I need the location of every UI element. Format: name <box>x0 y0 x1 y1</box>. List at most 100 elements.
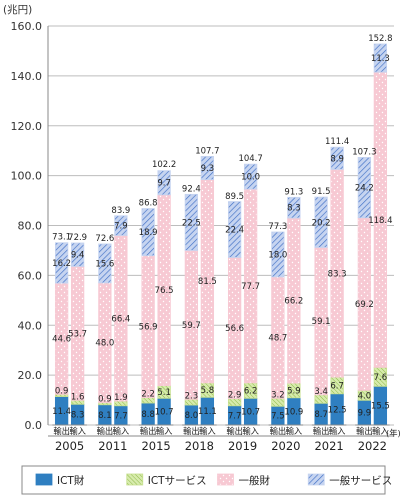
bar-kind-label: 輸入 <box>69 426 86 436</box>
bar-segment <box>287 196 301 219</box>
segment-value-label: 6.2 <box>244 387 258 397</box>
bar-kind-label: 輸入 <box>286 426 303 436</box>
category-label: 2015 <box>141 439 170 453</box>
bar-segment <box>314 196 328 248</box>
bar-kind-label: 輸入 <box>199 426 216 436</box>
segment-value-label: 2.9 <box>228 391 242 401</box>
legend-swatch <box>307 473 325 486</box>
bar-segment <box>271 231 285 278</box>
bar-segment <box>227 201 242 258</box>
segment-value-label: 10.0 <box>241 173 260 183</box>
labels-group: 11.4 0.9 44.6 16.2 73.1 8.3 1.6 53.7 9.4 72.9 8.1 0… <box>52 34 392 422</box>
segment-value-label: 1.6 <box>71 392 85 402</box>
segment-value-label: 66.2 <box>284 297 303 307</box>
bar-segment <box>114 215 128 236</box>
y-tick-label: 160.0 <box>11 20 43 33</box>
bar-total-label: 89.5 <box>225 192 244 202</box>
legend-swatch <box>35 473 53 486</box>
segment-value-label: 9.7 <box>157 179 171 189</box>
bar-segment <box>70 242 85 267</box>
bar-kind-label: 輸出 <box>97 426 114 436</box>
bar-segment <box>184 193 199 251</box>
segment-value-label: 3.4 <box>314 387 328 397</box>
category-label: 2005 <box>55 439 84 453</box>
category-label: 2020 <box>271 439 300 453</box>
bar-kind-label: 輸入 <box>329 426 346 436</box>
segment-value-label: 5.8 <box>201 386 215 396</box>
segment-value-label: 5.1 <box>157 388 171 398</box>
legend-swatch <box>126 473 144 486</box>
segment-value-label: 7.7 <box>114 411 128 421</box>
segment-value-label: 8.0 <box>185 411 199 421</box>
segment-value-label: 16.2 <box>52 259 71 269</box>
y-tick-label: 100.0 <box>11 170 43 183</box>
segment-value-label: 69.2 <box>355 300 374 310</box>
segment-value-label: 22.4 <box>225 225 244 235</box>
segment-value-label: 8.3 <box>71 411 85 421</box>
segment-value-label: 6.7 <box>330 381 344 391</box>
category-label: 2022 <box>358 439 387 453</box>
bar-kind-label: 輸入 <box>113 426 130 436</box>
bar-kind-label: 輸出 <box>140 426 157 436</box>
unit-label: (兆円) <box>3 4 32 16</box>
segment-value-label: 81.5 <box>198 277 217 287</box>
segment-value-label: 4.0 <box>358 391 372 401</box>
bar-total-label: 86.8 <box>139 199 158 209</box>
segment-value-label: 10.7 <box>241 408 260 418</box>
y-tick-label: 0.0 <box>25 419 43 432</box>
bar-total-label: 152.8 <box>368 34 392 44</box>
y-axis: 0.0 20.0 40.0 60.0 80.0 100.0 120.0 140.0 160.0 <box>11 20 49 432</box>
y-tick-label: 120.0 <box>11 120 43 133</box>
segment-value-label: 2.3 <box>185 391 199 401</box>
segment-value-label: 44.6 <box>52 335 71 345</box>
bar-total-label: 111.4 <box>325 137 349 147</box>
segment-value-label: 10.9 <box>284 407 303 417</box>
segment-value-label: 18.9 <box>139 228 158 238</box>
segment-value-label: 7.5 <box>271 412 285 422</box>
legend-label: ICTサービス <box>148 475 207 487</box>
segment-value-label: 59.7 <box>182 321 201 331</box>
y-tick-label: 60.0 <box>18 269 43 282</box>
bar-segment <box>98 243 112 284</box>
bar-segment <box>141 208 155 257</box>
segment-value-label: 7.7 <box>228 411 242 421</box>
bar-total-label: 91.3 <box>284 187 303 197</box>
bar-total-label: 107.7 <box>195 146 219 156</box>
segment-value-label: 3.2 <box>271 390 285 400</box>
segment-value-label: 77.7 <box>241 282 260 292</box>
bar-total-label: 83.9 <box>111 206 130 216</box>
bar-segment <box>157 170 171 196</box>
bar-total-label: 77.3 <box>268 222 287 232</box>
segment-value-label: 9.4 <box>71 251 85 261</box>
legend: ICT財 ICTサービス 一般財 一般サービス <box>21 465 392 495</box>
segment-value-label: 9.9 <box>358 409 372 419</box>
bar-kind-label: 輸出 <box>313 426 330 436</box>
segment-value-label: 15.5 <box>371 402 390 412</box>
bar-kind-label: 輸出 <box>356 426 373 436</box>
bar-kind-label: 輸出 <box>183 426 200 436</box>
year-suffix: (年) <box>386 428 401 438</box>
segment-value-label: 20.2 <box>312 218 331 228</box>
bar-segment <box>330 146 344 170</box>
segment-value-label: 8.8 <box>141 410 155 420</box>
segment-value-label: 12.5 <box>328 405 347 415</box>
bar-total-label: 92.4 <box>182 185 201 195</box>
y-tick-label: 40.0 <box>18 319 43 332</box>
segment-value-label: 18.0 <box>268 250 287 260</box>
category-label: 2021 <box>314 439 343 453</box>
bar-segment <box>200 156 215 181</box>
segment-value-label: 83.3 <box>328 269 347 279</box>
segment-value-label: 10.7 <box>155 408 174 418</box>
bar-total-label: 91.5 <box>312 187 331 197</box>
segment-value-label: 48.0 <box>95 339 114 349</box>
segment-value-label: 56.9 <box>139 323 158 333</box>
segment-value-label: 76.5 <box>155 286 174 296</box>
bar-total-label: 72.9 <box>68 233 87 243</box>
segment-value-label: 53.7 <box>68 329 87 339</box>
legend-label: ICT財 <box>57 474 85 487</box>
bar-segment <box>54 242 69 284</box>
bar-segment <box>373 43 388 73</box>
segment-value-label: 11.1 <box>198 407 217 417</box>
